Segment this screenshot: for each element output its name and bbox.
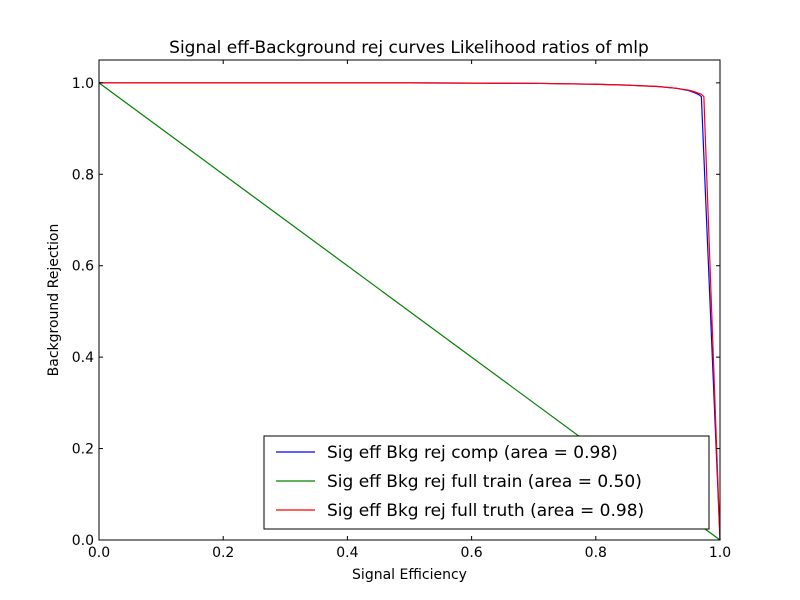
y-tick-label: 0.6 <box>72 259 94 275</box>
y-tick-label: 1.0 <box>72 76 94 92</box>
x-tick-label: 1.0 <box>709 545 731 561</box>
legend-label-2: Sig eff Bkg rej full train (area = 0.50) <box>327 472 642 492</box>
legend-entries: Sig eff Bkg rej comp (area = 0.98) Sig ef… <box>276 443 644 521</box>
y-tick-label: 0.2 <box>72 442 94 458</box>
plot-area-frame <box>98 59 721 541</box>
x-tick-label: 0.4 <box>336 545 358 561</box>
legend-label-1: Sig eff Bkg rej comp (area = 0.98) <box>327 443 618 463</box>
legend: Sig eff Bkg rej comp (area = 0.98) Sig ef… <box>263 435 710 530</box>
chart-title: Signal eff-Background rej curves Likelih… <box>169 38 649 58</box>
ticks-layer: 0.0 0.2 0.4 0.6 0.8 1.0 0.0 0.2 0.4 0.6 0.8 1.0 <box>72 60 731 561</box>
x-tick-label: 0.8 <box>585 545 607 561</box>
y-axis-label: Background Rejection <box>46 224 62 377</box>
y-tick-label: 0.0 <box>72 533 94 549</box>
legend-label-3: Sig eff Bkg rej full truth (area = 0.98) <box>327 501 644 521</box>
x-axis-label: Signal Efficiency <box>352 567 467 583</box>
y-tick-label: 0.8 <box>72 167 94 183</box>
series-line-3 <box>99 82 721 541</box>
x-tick-label: 0.6 <box>460 545 482 561</box>
legend-box <box>263 435 710 530</box>
x-tick-label: 0.2 <box>212 545 234 561</box>
y-tick-label: 0.4 <box>72 350 94 366</box>
x-tick-label: 0.0 <box>88 545 110 561</box>
